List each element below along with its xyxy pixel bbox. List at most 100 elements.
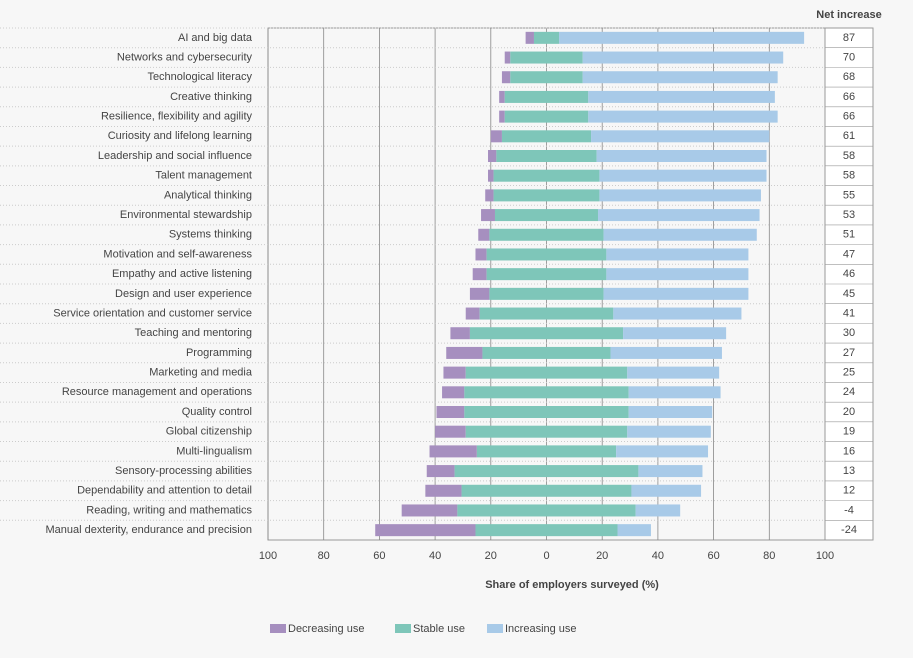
x-axis-label: Share of employers surveyed (%) (485, 579, 659, 591)
y-tick-label: Resilience, flexibility and agility (101, 111, 253, 123)
net-title: Net increase (816, 9, 881, 21)
net-value: 68 (843, 71, 855, 83)
bar-increasing (610, 346, 722, 359)
y-tick-label: Networks and cybersecurity (117, 51, 253, 63)
bar-stable (504, 90, 589, 103)
net-value: 25 (843, 367, 855, 379)
x-tick-label: 100 (259, 550, 277, 562)
bar-decreasing (488, 169, 494, 182)
net-value: 87 (843, 32, 855, 44)
bar-increasing (588, 90, 775, 103)
net-value: 55 (843, 189, 855, 201)
bar-stable (464, 406, 629, 418)
bar-decreasing (504, 51, 511, 64)
y-tick-label: Talent management (155, 170, 252, 182)
net-value: 58 (843, 150, 855, 162)
bar-increasing (591, 130, 770, 143)
x-tick-label: 80 (318, 550, 330, 562)
x-tick-label: 80 (763, 550, 775, 562)
net-value: 27 (843, 347, 855, 359)
legend-label: Increasing use (505, 623, 577, 635)
bar-stable (494, 209, 599, 222)
legend-swatch (270, 624, 286, 633)
bar-decreasing (490, 130, 502, 143)
bar-decreasing (435, 425, 466, 438)
bar-decreasing (499, 110, 505, 123)
y-tick-label: Leadership and social influence (98, 150, 252, 162)
bar-increasing (603, 287, 749, 300)
bar-stable (489, 287, 604, 300)
bar-increasing (598, 209, 760, 222)
net-value: 66 (843, 91, 855, 103)
y-tick-label: Marketing and media (149, 367, 253, 379)
net-value: 46 (843, 268, 855, 280)
x-tick-label: 100 (816, 550, 834, 562)
legend-swatch (487, 624, 503, 633)
bar-increasing (588, 110, 778, 123)
bar-stable (496, 150, 597, 162)
bar-increasing (599, 169, 767, 182)
bar-increasing (623, 327, 727, 340)
y-tick-label: Global citizenship (166, 426, 252, 438)
bar-stable (510, 51, 583, 64)
bar-decreasing (465, 307, 480, 320)
bar-decreasing (485, 189, 494, 202)
bar-decreasing (426, 465, 455, 478)
x-tick-label: 20 (596, 550, 608, 562)
y-tick-label: Quality control (182, 406, 252, 418)
bar-increasing (631, 484, 702, 497)
bar-decreasing (375, 524, 476, 537)
bar-decreasing (446, 346, 483, 359)
bar-increasing (596, 150, 767, 162)
net-value: 16 (843, 445, 855, 457)
bar-decreasing (488, 150, 497, 162)
bar-stable (475, 524, 618, 537)
x-tick-label: 40 (429, 550, 441, 562)
bar-decreasing (401, 504, 458, 517)
bar-stable (457, 504, 636, 517)
y-tick-label: Empathy and active listening (112, 268, 252, 280)
bar-stable (479, 307, 614, 320)
bar-stable (489, 228, 604, 241)
net-value: 13 (843, 465, 855, 477)
y-tick-label: Service orientation and customer service (53, 307, 252, 319)
bar-decreasing (429, 445, 477, 458)
bar-increasing (635, 504, 681, 517)
legend-swatch (395, 624, 411, 633)
y-tick-label: Sensory-processing abilities (115, 465, 252, 477)
bar-increasing (627, 366, 720, 379)
y-tick-label: Analytical thinking (164, 189, 252, 201)
net-value: 20 (843, 406, 855, 418)
net-value: 70 (843, 51, 855, 63)
y-tick-label: Reading, writing and mathematics (86, 504, 252, 516)
bar-stable (504, 110, 589, 123)
x-tick-label: 0 (543, 550, 549, 562)
bar-stable (469, 327, 624, 340)
bar-decreasing (450, 327, 470, 340)
y-tick-label: AI and big data (178, 32, 253, 44)
net-value: 51 (843, 229, 855, 241)
net-value: 53 (843, 209, 855, 221)
bar-increasing (606, 248, 749, 261)
y-tick-label: Manual dexterity, endurance and precisio… (46, 524, 252, 536)
net-value: 12 (843, 485, 855, 497)
bar-decreasing (472, 268, 487, 281)
y-tick-label: Teaching and mentoring (135, 327, 252, 339)
bar-decreasing (501, 71, 511, 84)
bar-increasing (628, 386, 721, 399)
bar-stable (501, 130, 592, 143)
net-value: 58 (843, 170, 855, 182)
y-tick-label: Multi-lingualism (176, 445, 252, 457)
bar-stable (533, 31, 560, 44)
bar-decreasing (525, 31, 534, 44)
bar-stable (465, 366, 628, 379)
bar-stable (493, 169, 600, 182)
net-value: 45 (843, 288, 855, 300)
bar-stable (493, 189, 600, 202)
net-value: 47 (843, 248, 855, 260)
bar-stable (510, 71, 583, 84)
y-tick-label: Design and user experience (115, 288, 252, 300)
bar-increasing (603, 228, 757, 241)
y-tick-label: Motivation and self-awareness (103, 248, 252, 260)
bar-decreasing (499, 90, 505, 103)
